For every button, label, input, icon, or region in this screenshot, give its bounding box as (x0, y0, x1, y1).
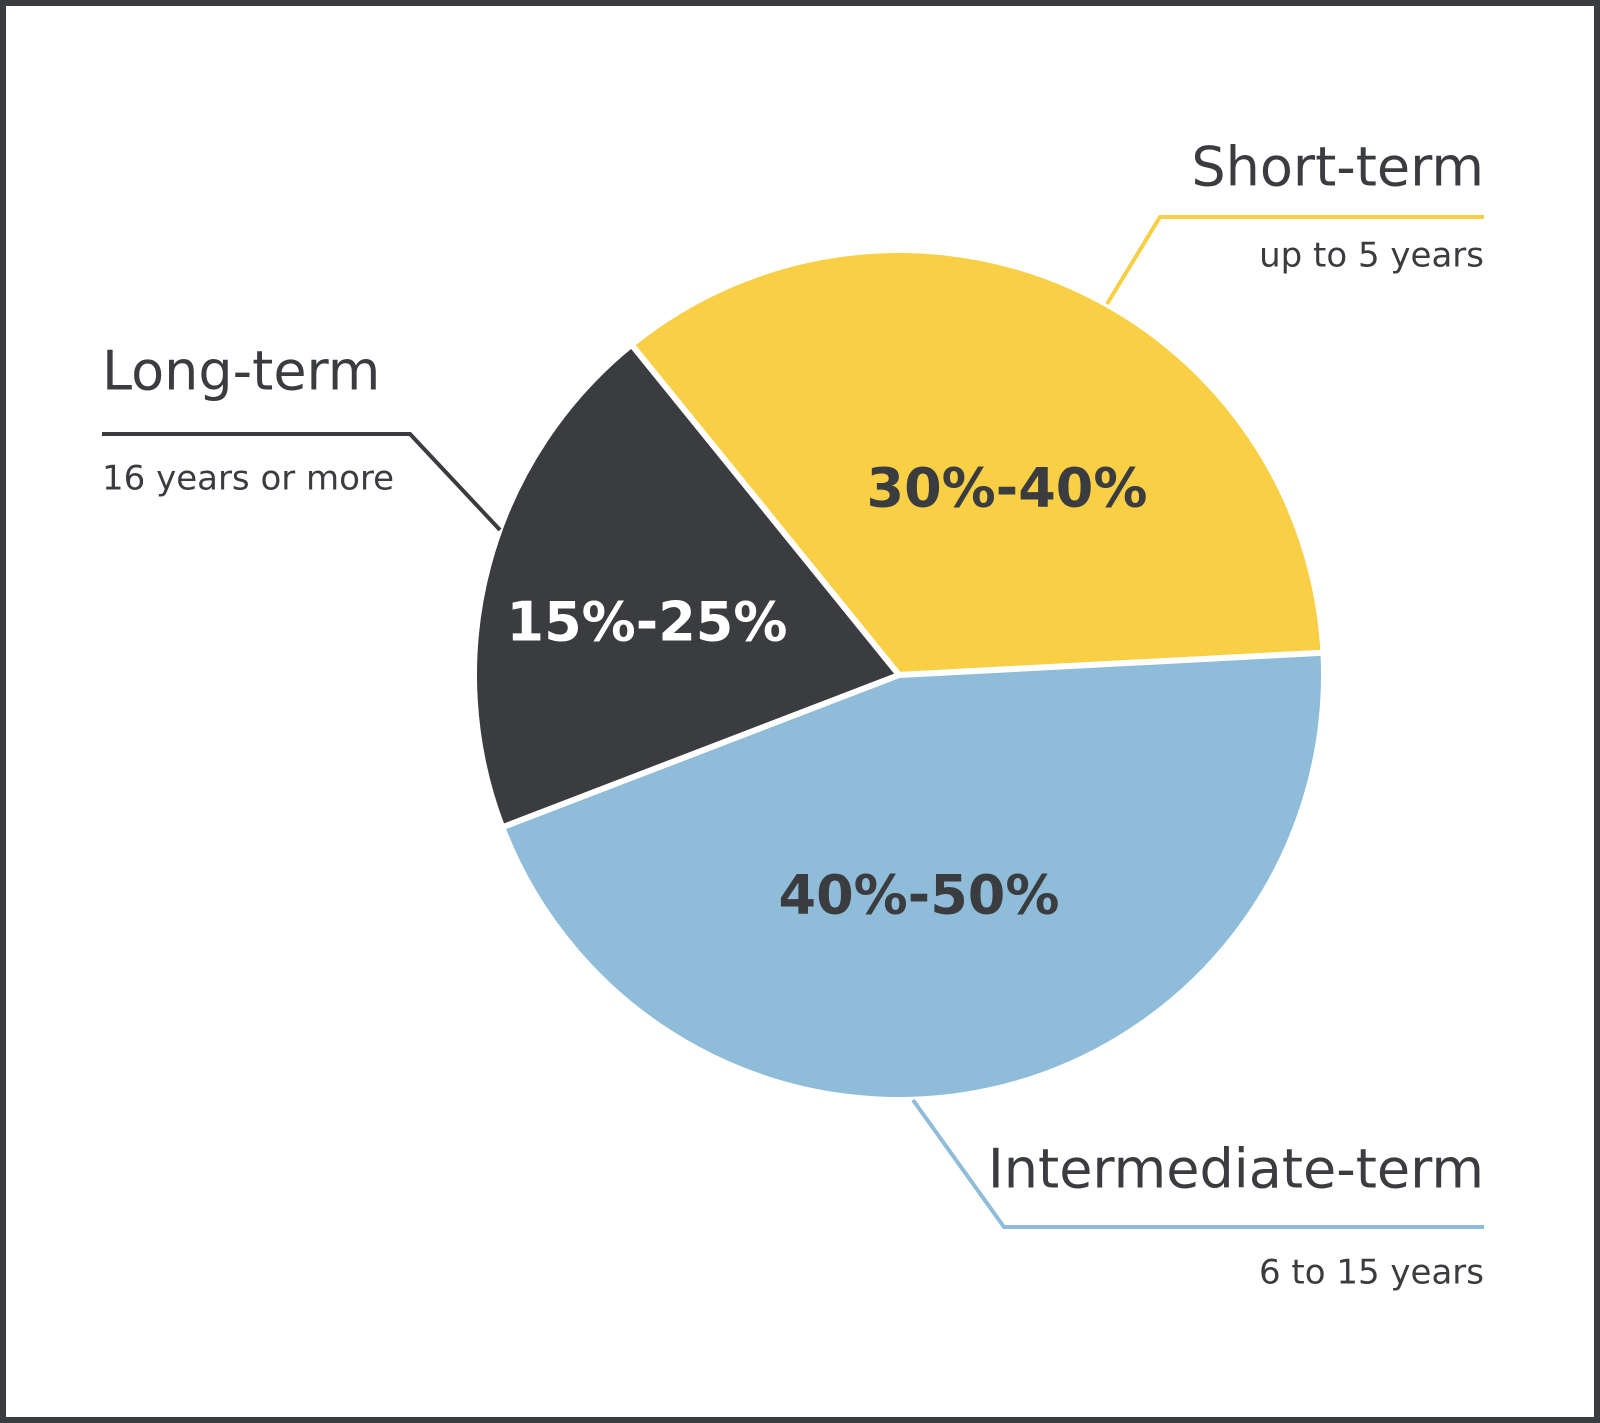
pie-slice (498, 649, 1327, 1103)
leader-line (1105, 215, 1484, 306)
pie-slice (471, 340, 904, 832)
legend-description: up to 5 years (1259, 236, 1484, 276)
legend-label: Short-term (1191, 136, 1484, 199)
value-label: 15%-25% (507, 591, 788, 654)
legend-description: 16 years or more (102, 459, 394, 499)
legend-label: Long-term (102, 340, 380, 403)
value-label: 40%-50% (779, 864, 1060, 927)
pie-slice (627, 246, 1327, 679)
leader-line (911, 1098, 1484, 1229)
value-label: 30%-40% (867, 457, 1148, 520)
leader-line (102, 432, 502, 532)
legend-label: Intermediate-term (988, 1138, 1484, 1201)
legend-description: 6 to 15 years (1259, 1253, 1484, 1293)
